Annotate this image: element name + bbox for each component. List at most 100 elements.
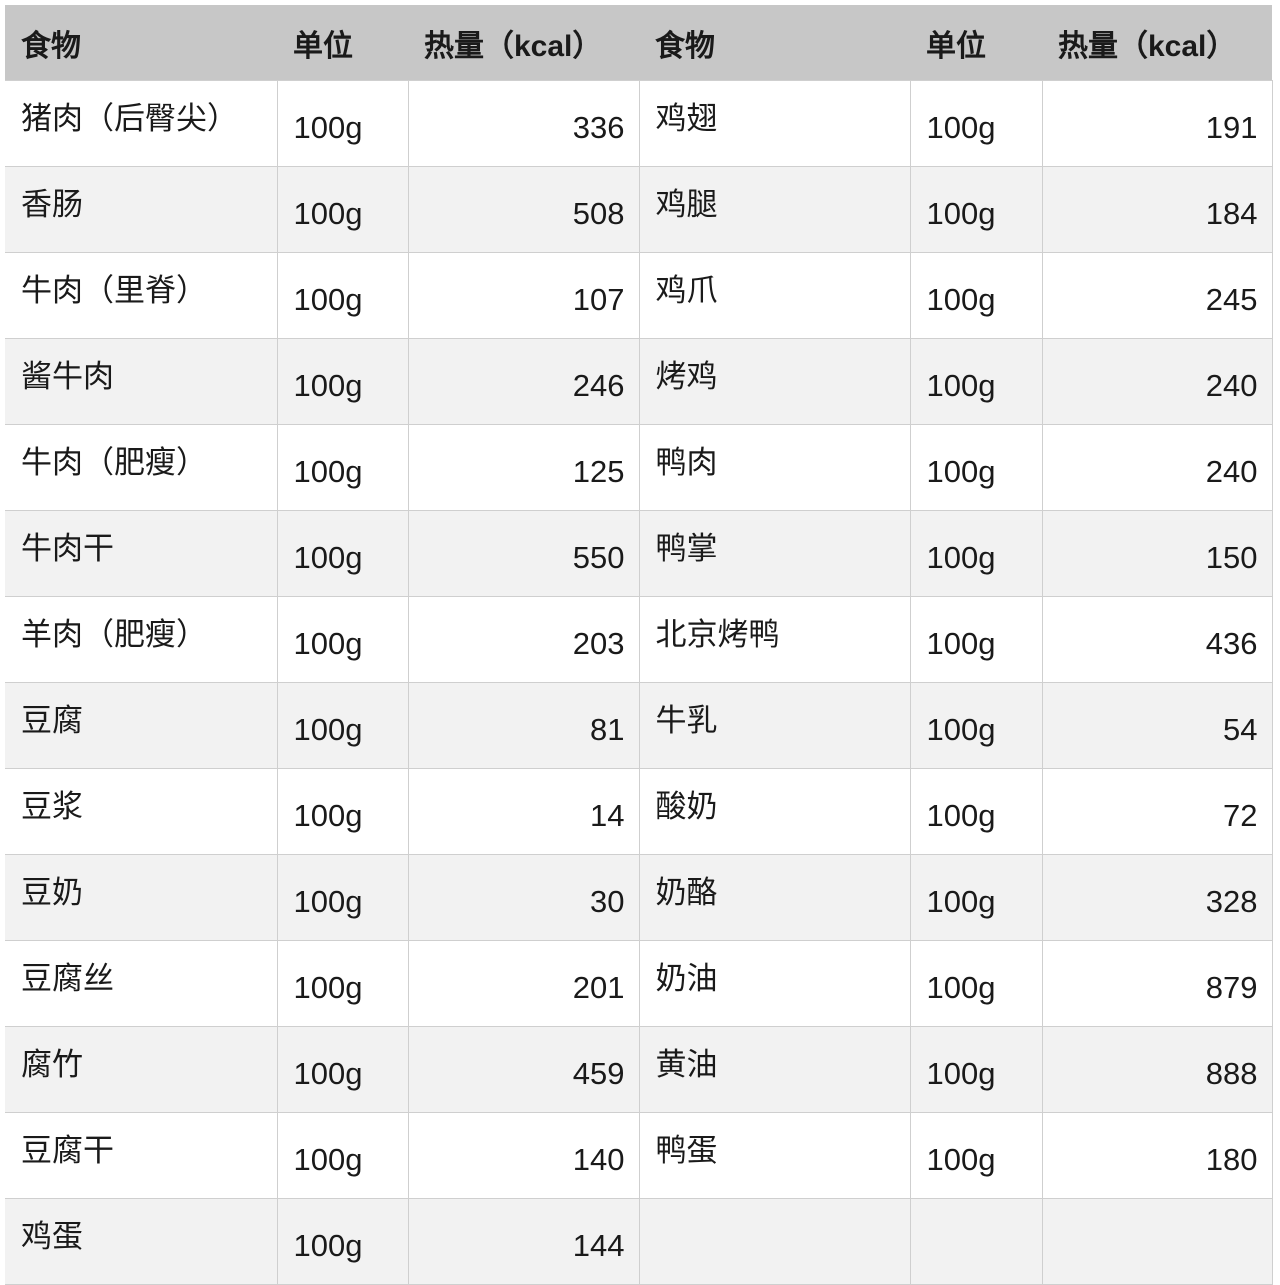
header-unit: 单位 bbox=[910, 5, 1042, 81]
table-row: 牛肉（肥瘦） 100g 125 鸭肉 100g 240 bbox=[5, 424, 1273, 511]
food-name-cell: 北京烤鸭 bbox=[638, 596, 911, 683]
food-name-cell: 牛肉（肥瘦） bbox=[5, 424, 278, 511]
header-kcal: 热量（kcal） bbox=[408, 5, 639, 81]
food-name-cell: 鸭掌 bbox=[638, 510, 911, 597]
food-name-cell: 香肠 bbox=[5, 166, 278, 253]
unit-cell: 100g bbox=[909, 338, 1043, 425]
calories-cell: 879 bbox=[1041, 940, 1273, 1027]
food-name-cell: 猪肉（后臀尖） bbox=[5, 80, 278, 167]
header-row: 食物 单位 热量（kcal） 食物 单位 热量（kcal） bbox=[5, 5, 1272, 81]
food-name-cell: 烤鸡 bbox=[638, 338, 911, 425]
unit-cell: 100g bbox=[276, 682, 409, 769]
calories-cell: 336 bbox=[407, 80, 640, 167]
unit-cell: 100g bbox=[276, 596, 409, 683]
calories-cell: 201 bbox=[407, 940, 640, 1027]
table-row: 腐竹 100g 459 黄油 100g 888 bbox=[5, 1026, 1273, 1113]
food-name-cell: 鸡蛋 bbox=[5, 1198, 278, 1285]
unit-cell: 100g bbox=[276, 510, 409, 597]
calories-cell: 508 bbox=[407, 166, 640, 253]
calories-cell: 436 bbox=[1041, 596, 1273, 683]
food-name-cell: 鸡翅 bbox=[638, 80, 911, 167]
unit-cell: 100g bbox=[909, 1112, 1043, 1199]
food-calorie-table: 食物 单位 热量（kcal） 食物 单位 热量（kcal） 猪肉（后臀尖） 100… bbox=[5, 5, 1273, 1285]
unit-cell bbox=[909, 1198, 1043, 1285]
unit-cell: 100g bbox=[909, 166, 1043, 253]
table-row: 豆腐丝 100g 201 奶油 100g 879 bbox=[5, 940, 1273, 1027]
header-food: 食物 bbox=[639, 5, 910, 81]
unit-cell: 100g bbox=[909, 768, 1043, 855]
unit-cell: 100g bbox=[276, 1198, 409, 1285]
calories-cell: 328 bbox=[1041, 854, 1273, 941]
unit-cell: 100g bbox=[276, 854, 409, 941]
calories-cell: 459 bbox=[407, 1026, 640, 1113]
table-row: 猪肉（后臀尖） 100g 336 鸡翅 100g 191 bbox=[5, 80, 1273, 167]
header-food: 食物 bbox=[5, 5, 277, 81]
unit-cell: 100g bbox=[276, 424, 409, 511]
unit-cell: 100g bbox=[909, 682, 1043, 769]
food-name-cell bbox=[638, 1198, 911, 1285]
food-name-cell: 牛肉干 bbox=[5, 510, 278, 597]
calories-cell: 191 bbox=[1041, 80, 1273, 167]
calories-cell: 240 bbox=[1041, 338, 1273, 425]
calories-cell: 14 bbox=[407, 768, 640, 855]
food-name-cell: 鸭蛋 bbox=[638, 1112, 911, 1199]
table-row: 豆奶 100g 30 奶酪 100g 328 bbox=[5, 854, 1273, 941]
header-unit: 单位 bbox=[277, 5, 408, 81]
unit-cell: 100g bbox=[276, 80, 409, 167]
table-row: 豆腐干 100g 140 鸭蛋 100g 180 bbox=[5, 1112, 1273, 1199]
calories-cell: 30 bbox=[407, 854, 640, 941]
calories-cell: 140 bbox=[407, 1112, 640, 1199]
unit-cell: 100g bbox=[909, 80, 1043, 167]
calories-cell: 107 bbox=[407, 252, 640, 339]
unit-cell: 100g bbox=[909, 940, 1043, 1027]
table-row: 豆浆 100g 14 酸奶 100g 72 bbox=[5, 768, 1273, 855]
calories-cell: 240 bbox=[1041, 424, 1273, 511]
food-name-cell: 豆腐 bbox=[5, 682, 278, 769]
unit-cell: 100g bbox=[909, 854, 1043, 941]
unit-cell: 100g bbox=[276, 1026, 409, 1113]
calories-cell: 246 bbox=[407, 338, 640, 425]
unit-cell: 100g bbox=[276, 940, 409, 1027]
food-name-cell: 鸭肉 bbox=[638, 424, 911, 511]
calories-cell: 203 bbox=[407, 596, 640, 683]
table-body: 猪肉（后臀尖） 100g 336 鸡翅 100g 191 香肠 100g 508 鸡腿 100g 18… bbox=[5, 80, 1273, 1285]
table-row: 鸡蛋 100g 144 bbox=[5, 1198, 1273, 1285]
calories-cell: 72 bbox=[1041, 768, 1273, 855]
calories-cell: 180 bbox=[1041, 1112, 1273, 1199]
calories-cell: 550 bbox=[407, 510, 640, 597]
calories-cell: 245 bbox=[1041, 252, 1273, 339]
unit-cell: 100g bbox=[909, 596, 1043, 683]
food-name-cell: 鸡腿 bbox=[638, 166, 911, 253]
food-name-cell: 豆浆 bbox=[5, 768, 278, 855]
food-name-cell: 豆腐干 bbox=[5, 1112, 278, 1199]
header-kcal: 热量（kcal） bbox=[1042, 5, 1272, 81]
unit-cell: 100g bbox=[909, 424, 1043, 511]
food-name-cell: 鸡爪 bbox=[638, 252, 911, 339]
food-name-cell: 酱牛肉 bbox=[5, 338, 278, 425]
food-name-cell: 豆奶 bbox=[5, 854, 278, 941]
food-name-cell: 腐竹 bbox=[5, 1026, 278, 1113]
unit-cell: 100g bbox=[276, 768, 409, 855]
calories-cell: 888 bbox=[1041, 1026, 1273, 1113]
calories-cell: 81 bbox=[407, 682, 640, 769]
calories-cell: 150 bbox=[1041, 510, 1273, 597]
unit-cell: 100g bbox=[909, 252, 1043, 339]
calories-cell: 144 bbox=[407, 1198, 640, 1285]
food-name-cell: 奶酪 bbox=[638, 854, 911, 941]
unit-cell: 100g bbox=[276, 1112, 409, 1199]
table-row: 羊肉（肥瘦） 100g 203 北京烤鸭 100g 436 bbox=[5, 596, 1273, 683]
unit-cell: 100g bbox=[276, 338, 409, 425]
table-row: 香肠 100g 508 鸡腿 100g 184 bbox=[5, 166, 1273, 253]
food-name-cell: 酸奶 bbox=[638, 768, 911, 855]
food-name-cell: 黄油 bbox=[638, 1026, 911, 1113]
unit-cell: 100g bbox=[909, 510, 1043, 597]
food-name-cell: 羊肉（肥瘦） bbox=[5, 596, 278, 683]
table-row: 酱牛肉 100g 246 烤鸡 100g 240 bbox=[5, 338, 1273, 425]
calories-cell: 54 bbox=[1041, 682, 1273, 769]
calories-cell bbox=[1041, 1198, 1273, 1285]
food-name-cell: 豆腐丝 bbox=[5, 940, 278, 1027]
unit-cell: 100g bbox=[909, 1026, 1043, 1113]
table-row: 牛肉干 100g 550 鸭掌 100g 150 bbox=[5, 510, 1273, 597]
food-name-cell: 牛乳 bbox=[638, 682, 911, 769]
unit-cell: 100g bbox=[276, 252, 409, 339]
